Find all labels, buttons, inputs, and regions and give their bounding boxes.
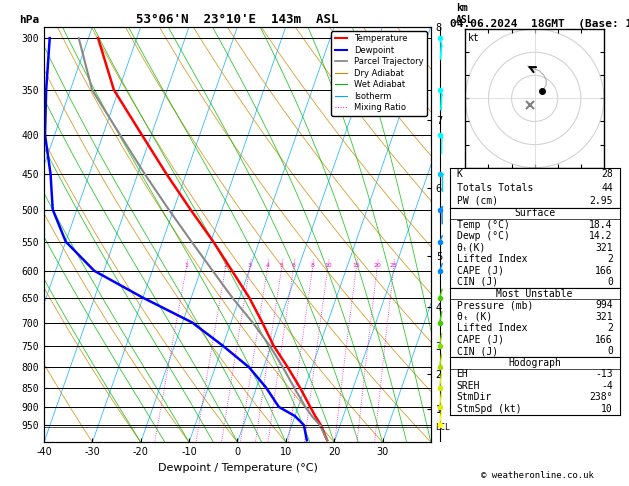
- Text: 166: 166: [595, 335, 613, 345]
- Text: SREH: SREH: [457, 381, 480, 391]
- Text: 994: 994: [595, 300, 613, 310]
- Text: km
ASL: km ASL: [456, 3, 474, 25]
- Text: 166: 166: [595, 265, 613, 276]
- Text: Dewp (°C): Dewp (°C): [457, 231, 509, 241]
- Text: 10: 10: [601, 404, 613, 414]
- Text: θₜ (K): θₜ (K): [457, 312, 492, 322]
- Text: CAPE (J): CAPE (J): [457, 265, 504, 276]
- Text: 28: 28: [601, 169, 613, 179]
- Text: Mixing Ratio (g/kg): Mixing Ratio (g/kg): [460, 183, 469, 286]
- Text: Most Unstable: Most Unstable: [496, 289, 573, 298]
- Text: -13: -13: [595, 369, 613, 380]
- Text: 20: 20: [373, 263, 381, 268]
- Text: 04.06.2024  18GMT  (Base: 12): 04.06.2024 18GMT (Base: 12): [450, 19, 629, 30]
- Text: 1: 1: [184, 263, 188, 268]
- Text: Temp (°C): Temp (°C): [457, 220, 509, 230]
- Text: 2: 2: [607, 323, 613, 333]
- Text: CIN (J): CIN (J): [457, 277, 498, 287]
- Text: 6: 6: [292, 263, 296, 268]
- Text: 0: 0: [607, 347, 613, 356]
- Text: Totals Totals: Totals Totals: [457, 183, 533, 192]
- Text: K: K: [457, 169, 462, 179]
- Text: 4: 4: [265, 263, 269, 268]
- Text: 321: 321: [595, 312, 613, 322]
- Text: 44: 44: [601, 183, 613, 192]
- Text: 321: 321: [595, 243, 613, 253]
- Text: Surface: Surface: [514, 208, 555, 218]
- Text: 0: 0: [607, 277, 613, 287]
- Text: Pressure (mb): Pressure (mb): [457, 300, 533, 310]
- Text: StmSpd (kt): StmSpd (kt): [457, 404, 521, 414]
- Title: 53°06'N  23°10'E  143m  ASL: 53°06'N 23°10'E 143m ASL: [136, 13, 338, 26]
- Text: hPa: hPa: [19, 15, 39, 25]
- Text: -4: -4: [601, 381, 613, 391]
- Text: θₜ(K): θₜ(K): [457, 243, 486, 253]
- Text: LCL: LCL: [435, 423, 450, 432]
- X-axis label: Dewpoint / Temperature (°C): Dewpoint / Temperature (°C): [157, 463, 318, 473]
- Text: 25: 25: [390, 263, 398, 268]
- Text: kt: kt: [468, 34, 480, 43]
- Text: 18.4: 18.4: [589, 220, 613, 230]
- Text: 15: 15: [352, 263, 360, 268]
- Text: 2: 2: [223, 263, 228, 268]
- Text: 3: 3: [248, 263, 252, 268]
- Text: EH: EH: [457, 369, 468, 380]
- Text: 8: 8: [311, 263, 314, 268]
- Text: © weatheronline.co.uk: © weatheronline.co.uk: [481, 471, 594, 480]
- Text: 2.95: 2.95: [589, 196, 613, 206]
- Text: Lifted Index: Lifted Index: [457, 254, 527, 264]
- Text: PW (cm): PW (cm): [457, 196, 498, 206]
- Text: Hodograph: Hodograph: [508, 358, 561, 368]
- Legend: Temperature, Dewpoint, Parcel Trajectory, Dry Adiabat, Wet Adiabat, Isotherm, Mi: Temperature, Dewpoint, Parcel Trajectory…: [331, 31, 426, 116]
- Text: 14.2: 14.2: [589, 231, 613, 241]
- Text: 238°: 238°: [589, 392, 613, 402]
- Text: Lifted Index: Lifted Index: [457, 323, 527, 333]
- Text: StmDir: StmDir: [457, 392, 492, 402]
- Text: 2: 2: [607, 254, 613, 264]
- Text: CAPE (J): CAPE (J): [457, 335, 504, 345]
- Text: 10: 10: [324, 263, 331, 268]
- Text: 5: 5: [280, 263, 284, 268]
- Text: CIN (J): CIN (J): [457, 347, 498, 356]
